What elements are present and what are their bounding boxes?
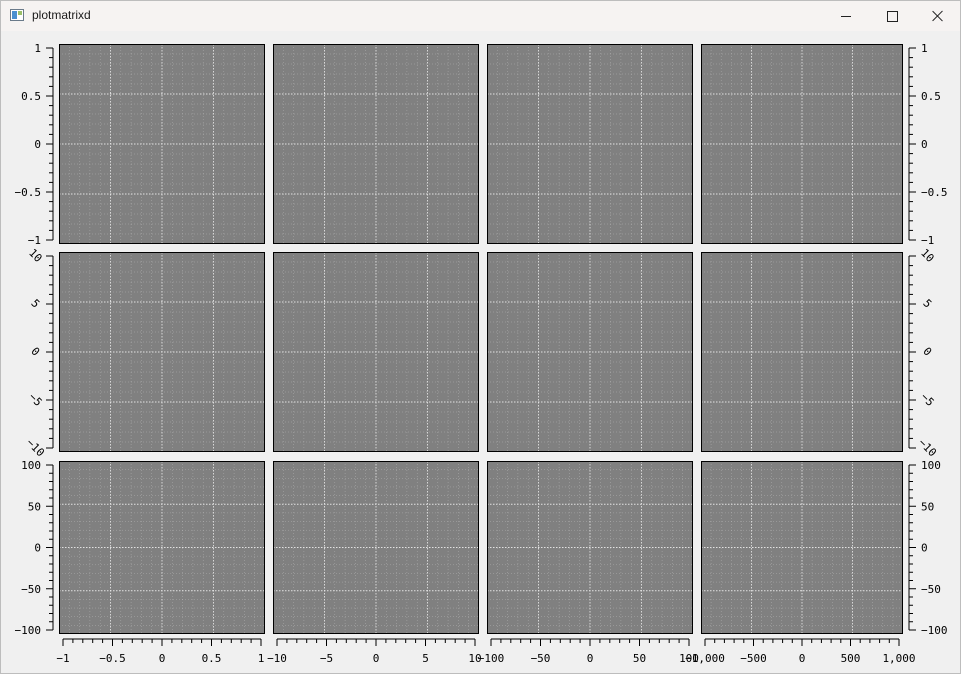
tick-label: −10 xyxy=(916,436,939,459)
tick-label: −5 xyxy=(26,390,45,409)
tick-label: −50 xyxy=(921,583,941,596)
tick-label: −100 xyxy=(15,624,42,637)
bottom-axis-col-3: −100 −50 0 50 100 xyxy=(478,638,699,665)
tick-label: 5 xyxy=(422,652,429,665)
tick-label: −1 xyxy=(28,234,41,247)
plot-panel-r3-c4 xyxy=(701,461,903,634)
tick-label: 0 xyxy=(28,345,42,359)
plot-panel-r2-c4 xyxy=(701,252,903,452)
plot-frame xyxy=(59,252,265,452)
plot-frame xyxy=(59,461,265,634)
plot-frame xyxy=(701,44,903,244)
plot-panel-r3-c1 xyxy=(59,461,265,634)
right-axis-row-3: 100 50 0 −50 −100 xyxy=(908,459,948,637)
left-axis-row-1: 1 0.5 0 −0.5 −1 xyxy=(15,42,54,247)
title-bar[interactable]: plotmatrixd xyxy=(1,1,960,31)
plot-panel-r2-c2 xyxy=(273,252,479,452)
plot-frame xyxy=(701,461,903,634)
plot-panel-r3-c3 xyxy=(487,461,693,634)
maximize-button[interactable] xyxy=(869,1,915,31)
plot-panel-r1-c4 xyxy=(701,44,903,244)
minimize-button[interactable] xyxy=(823,1,869,31)
tick-label: −10 xyxy=(24,436,47,459)
tick-label: −0.5 xyxy=(15,186,42,199)
bottom-axis-col-4: −1,000 −500 0 500 1,000 xyxy=(685,638,916,665)
plot-panel-r1-c3 xyxy=(487,44,693,244)
left-axis-row-2: 10 5 0 −5 −10 xyxy=(24,246,54,459)
tick-label: 0 xyxy=(34,138,41,151)
bottom-axis-col-1: −1 −0.5 0 0.5 1 xyxy=(56,638,265,665)
right-axis-row-1: 1 0.5 0 −0.5 −1 xyxy=(908,42,948,247)
plot-panel-r1-c1 xyxy=(59,44,265,244)
plot-panel-r2-c1 xyxy=(59,252,265,452)
tick-label: 0 xyxy=(799,652,806,665)
tick-label: 0 xyxy=(159,652,166,665)
tick-label: −1 xyxy=(921,234,934,247)
tick-label: 50 xyxy=(921,500,934,513)
minimize-icon xyxy=(841,15,851,17)
tick-label: −100 xyxy=(478,652,505,665)
tick-label: 0 xyxy=(921,542,928,555)
plot-frame xyxy=(273,44,479,244)
tick-label: −5 xyxy=(918,390,937,409)
tick-label: 100 xyxy=(21,459,41,472)
tick-label: 0 xyxy=(373,652,380,665)
tick-label: 5 xyxy=(28,297,42,311)
tick-label: 100 xyxy=(679,652,699,665)
left-axis-row-3: 100 50 0 −50 −100 xyxy=(15,459,54,637)
tick-label: 10 xyxy=(26,246,45,265)
tick-label: −500 xyxy=(740,652,767,665)
tick-label: 0.5 xyxy=(202,652,222,665)
right-axis-row-2: 10 5 0 −5 −10 xyxy=(908,246,939,459)
plot-frame xyxy=(59,44,265,244)
tick-label: 5 xyxy=(920,297,934,311)
plot-panel-r1-c2 xyxy=(273,44,479,244)
tick-label: −0.5 xyxy=(99,652,126,665)
plot-frame xyxy=(273,461,479,634)
tick-label: 0.5 xyxy=(921,90,941,103)
tick-label: 0 xyxy=(920,345,934,359)
tick-label: −10 xyxy=(267,652,287,665)
tick-label: 1 xyxy=(258,652,265,665)
tick-label: 100 xyxy=(921,459,941,472)
plot-frame xyxy=(487,461,693,634)
plot-frame xyxy=(487,44,693,244)
tick-label: 10 xyxy=(918,246,937,265)
tick-label: 500 xyxy=(841,652,861,665)
maximize-icon xyxy=(886,10,898,22)
tick-label: 50 xyxy=(633,652,646,665)
bottom-axis-col-2: −10 −5 0 5 10 xyxy=(267,638,482,665)
tick-label: −0.5 xyxy=(921,186,948,199)
app-icon xyxy=(10,9,24,21)
plot-frame xyxy=(273,252,479,452)
tick-label: −50 xyxy=(21,583,41,596)
tick-label: 1 xyxy=(34,42,41,55)
plot-panel-r3-c2 xyxy=(273,461,479,634)
tick-label: 10 xyxy=(468,652,481,665)
tick-label: 0 xyxy=(34,542,41,555)
window-title: plotmatrixd xyxy=(32,8,91,22)
tick-label: −1 xyxy=(56,652,69,665)
tick-label: 0 xyxy=(921,138,928,151)
tick-label: −5 xyxy=(320,652,333,665)
tick-label: 1 xyxy=(921,42,928,55)
plot-frame xyxy=(701,252,903,452)
tick-label: −1,000 xyxy=(685,652,725,665)
tick-label: 1,000 xyxy=(882,652,915,665)
tick-label: 0.5 xyxy=(21,90,41,103)
tick-label: −100 xyxy=(921,624,948,637)
plot-panel-r2-c3 xyxy=(487,252,693,452)
tick-label: −50 xyxy=(531,652,551,665)
tick-label: 50 xyxy=(28,500,41,513)
plot-frame xyxy=(487,252,693,452)
tick-label: 0 xyxy=(587,652,594,665)
